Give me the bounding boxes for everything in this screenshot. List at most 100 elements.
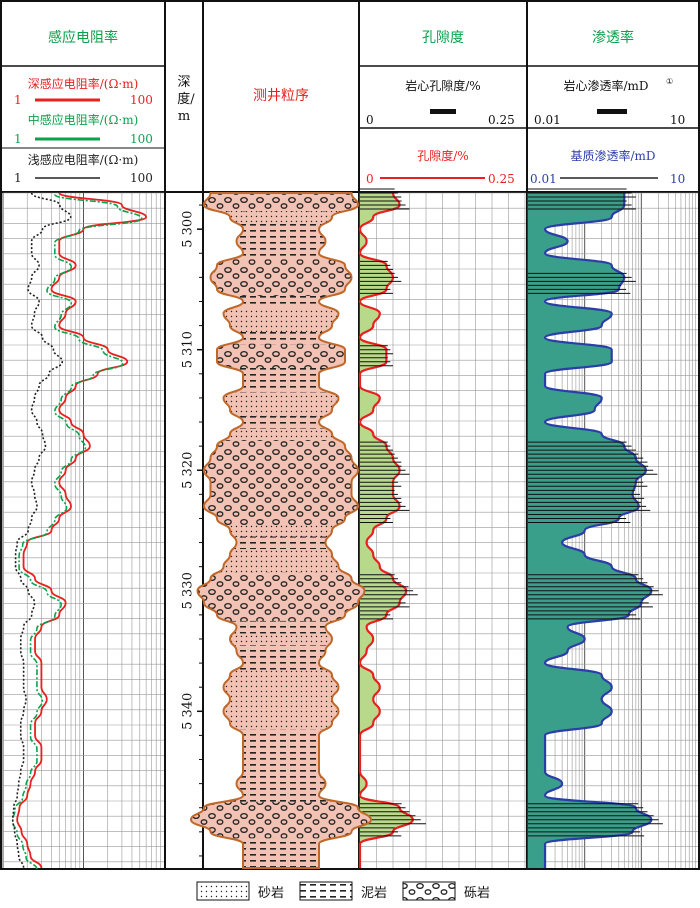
lithology-band — [191, 813, 371, 827]
lithology-band — [191, 247, 371, 260]
core-perm-max: 10 — [670, 113, 685, 127]
lithology-band — [191, 331, 371, 345]
lithology-band — [191, 705, 371, 718]
legend-conglomerate-label: 砾岩 — [464, 886, 490, 901]
lithology-band — [191, 645, 371, 658]
depth-tick-label: 5 300 — [181, 211, 196, 248]
lithology-band — [191, 572, 371, 586]
lithology-column — [189, 192, 373, 869]
depth-axis: 5 300 5 310 5 320 5 330 5 340 — [181, 204, 203, 857]
lithology-band — [191, 620, 371, 634]
log-porosity-max: 0.25 — [488, 172, 515, 186]
lithology-band — [191, 259, 371, 272]
depth-tick-label: 5 340 — [181, 693, 196, 730]
lithology-band — [191, 560, 371, 574]
lithology-band — [191, 837, 371, 851]
lithology-band — [191, 825, 371, 839]
lithology-band — [191, 729, 371, 742]
lithology-band — [191, 500, 371, 513]
depth-tick-label: 5 330 — [181, 572, 196, 609]
deep-res-max: 100 — [130, 93, 153, 107]
lithology-band — [191, 319, 371, 333]
lithology-band — [191, 271, 371, 284]
depth-header-2: 度/ — [177, 91, 195, 107]
lithology-band — [191, 391, 371, 405]
lithology-band — [191, 548, 371, 562]
core-porosity-min: 0 — [366, 113, 374, 127]
log-curves — [11, 188, 663, 870]
lithology-band — [191, 283, 371, 296]
matrix-perm-label: 基质渗透率/mD — [570, 148, 655, 163]
depth-tick-label: 5 320 — [181, 452, 196, 489]
lithology-band — [191, 717, 371, 730]
legend-mudstone-label: 泥岩 — [361, 886, 387, 901]
shallow-res-min: 1 — [14, 171, 22, 185]
log-porosity-label: 孔隙度/% — [417, 148, 468, 163]
core-perm-min: 0.01 — [534, 113, 561, 127]
lithology-band — [191, 741, 371, 754]
lithology-band — [191, 223, 371, 236]
lithology-band — [191, 681, 371, 694]
lithology-band — [191, 211, 371, 224]
lithology-band — [191, 524, 371, 537]
lithology-band — [191, 608, 371, 622]
lithology-band — [191, 355, 371, 369]
resistivity-grid — [2, 192, 164, 868]
lithology-band — [191, 367, 371, 381]
lithology-band — [191, 657, 371, 670]
legend-mudstone-swatch — [299, 881, 353, 901]
log-porosity-min: 0 — [366, 172, 374, 186]
medium-resistivity-curve — [11, 193, 143, 870]
core-perm-label: 岩心渗透率/mD — [563, 78, 648, 93]
lithology-band — [191, 476, 371, 489]
lithology-band — [191, 464, 371, 477]
lithology-band — [191, 536, 371, 550]
lithology-band — [191, 343, 371, 357]
deep-res-label: 深感应电阻率/(Ω·m) — [28, 76, 139, 91]
lithology-band — [191, 512, 371, 525]
mid-res-max: 100 — [130, 132, 153, 146]
lithology-band — [191, 379, 371, 393]
permeability-header: 渗透率 — [592, 29, 634, 46]
lithology-band — [191, 235, 371, 248]
lithology-band — [191, 777, 371, 791]
sequence-header: 测井粒序 — [253, 88, 309, 104]
figure-frame — [0, 0, 700, 870]
lithology-band — [191, 596, 371, 610]
porosity-fill — [360, 193, 413, 868]
lithology-outline — [189, 192, 373, 869]
matrix-perm-max: 10 — [670, 172, 685, 186]
depth-header-1: 深 — [177, 75, 190, 90]
lithology-band — [191, 669, 371, 682]
legend-sandstone-label: 砂岩 — [258, 886, 284, 901]
porosity-grid — [359, 192, 526, 868]
lithology-band — [191, 440, 371, 453]
lithology-band — [191, 295, 371, 308]
matrix-perm-min: 0.01 — [530, 172, 557, 186]
shallow-res-max: 100 — [130, 171, 153, 185]
deep-resistivity-curve — [16, 192, 148, 869]
lithology-band — [191, 584, 371, 598]
lithology-band — [191, 632, 371, 646]
lithology-band — [191, 416, 371, 429]
lithology-band — [191, 693, 371, 706]
depth-header-3: m — [178, 109, 190, 124]
lithology-band — [191, 789, 371, 803]
core-porosity-label: 岩心孔隙度/% — [405, 78, 480, 93]
depth-tick-label: 5 310 — [181, 331, 196, 368]
mid-res-min: 1 — [14, 132, 22, 146]
shallow-resistivity-curve — [11, 192, 72, 869]
mid-res-label: 中感应电阻率/(Ω·m) — [28, 112, 139, 127]
porosity-header: 孔隙度 — [422, 30, 464, 46]
lithology-band — [191, 452, 371, 465]
lithology-band — [191, 193, 371, 200]
lithology-band — [191, 753, 371, 767]
legend-conglomerate-swatch — [402, 881, 456, 901]
permeability-curve — [543, 193, 653, 868]
core-perm-sup: ① — [666, 77, 673, 86]
deep-res-min: 1 — [14, 93, 22, 107]
lithology-band — [191, 849, 371, 863]
shallow-res-label: 浅感应电阻率/(Ω·m) — [28, 152, 139, 167]
lithology-band — [191, 488, 371, 501]
